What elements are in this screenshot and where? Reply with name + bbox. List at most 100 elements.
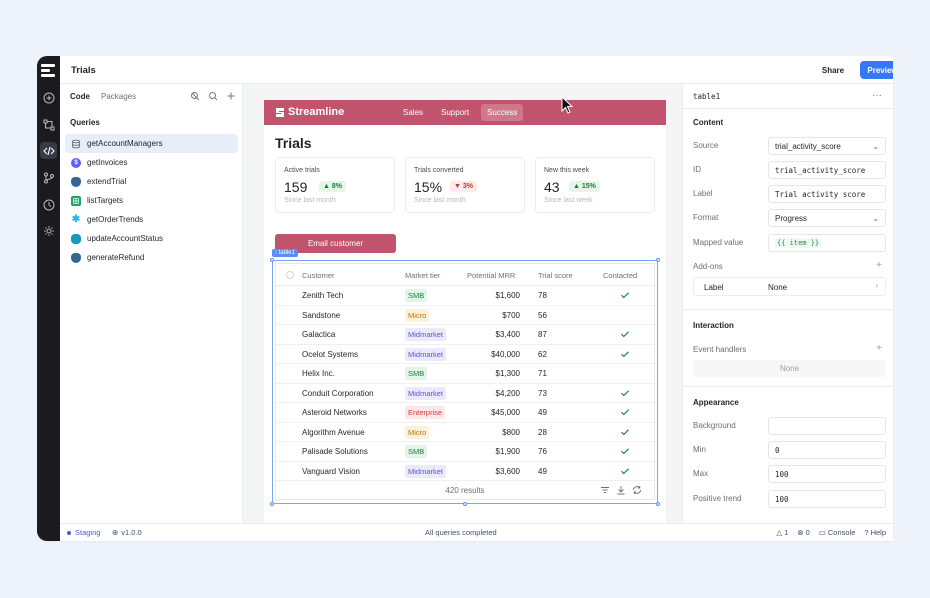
warning-icon: △ — [776, 528, 783, 537]
column-header[interactable]: Potential MRR — [467, 271, 516, 280]
stat-card[interactable]: Trials converted 15% ▼ 3% Since last mon… — [405, 157, 525, 213]
console-button[interactable]: ▭ Console — [818, 528, 856, 537]
share-button[interactable]: Share — [821, 65, 845, 75]
email-customer-button[interactable]: Email customer — [275, 234, 396, 253]
stat-card[interactable]: New this week 43 ▲ 15% Since last week — [535, 157, 655, 213]
format-select[interactable]: Progress ⌄ — [768, 209, 886, 227]
add-event-handler-icon[interactable]: + — [876, 343, 882, 354]
column-header[interactable]: Market tier — [405, 271, 441, 280]
table-row[interactable]: Sandstone Micro $700 56 — [276, 306, 654, 325]
error-icon: ⊗ — [797, 528, 804, 537]
inspector-panel: table1 ··· Content Source trial_activity… — [682, 84, 893, 523]
snowflake-icon: ✱ — [71, 214, 81, 225]
mrr-cell: $45,000 — [491, 408, 520, 417]
resize-handle[interactable] — [270, 258, 274, 262]
tab-code[interactable]: Code — [70, 92, 90, 101]
tier-badge: SMB — [405, 289, 428, 302]
filter-icon[interactable] — [190, 91, 200, 103]
customer-cell: Zenith Tech — [302, 291, 344, 300]
database-icon — [71, 139, 81, 149]
id-field[interactable]: trial_activity_score — [768, 161, 886, 179]
score-cell: 76 — [538, 447, 547, 456]
score-cell: 49 — [538, 466, 547, 476]
check-icon — [621, 292, 629, 299]
score-cell: 71 — [538, 369, 547, 378]
trend-badge: ▼ 3% — [450, 181, 477, 192]
score-cell: 28 — [538, 427, 547, 437]
select-all-checkbox[interactable] — [286, 271, 294, 279]
component-name[interactable]: table1 — [693, 92, 721, 101]
score-cell: 78 — [538, 291, 547, 300]
history-icon[interactable] — [40, 196, 57, 213]
environment-selector[interactable]: Staging — [67, 528, 100, 537]
add-addon-icon[interactable]: + — [876, 260, 882, 271]
errors-count[interactable]: ⊗ 0 — [797, 528, 810, 537]
resize-handle[interactable] — [656, 502, 660, 506]
table-row[interactable]: Ocelot Systems Midmarket $40,000 62 — [276, 345, 654, 364]
warnings-count[interactable]: △ 1 — [776, 528, 789, 537]
customer-cell: Vanguard Vision — [302, 466, 360, 476]
table-row[interactable]: Asteroid Networks Enterprise $45,000 49 — [276, 403, 654, 423]
download-icon[interactable] — [616, 485, 626, 497]
selection-tag[interactable]: ⁝ table1 — [272, 249, 298, 257]
more-options-icon[interactable]: ··· — [872, 90, 882, 101]
workflow-icon[interactable] — [40, 116, 57, 133]
resize-handle[interactable] — [656, 258, 660, 262]
code-icon[interactable] — [40, 142, 57, 159]
query-item[interactable]: listTargets — [65, 191, 238, 210]
column-header[interactable]: Contacted — [603, 271, 638, 280]
resize-handle[interactable] — [270, 502, 274, 506]
source-select[interactable]: trial_activity_score ⌄ — [768, 137, 886, 155]
console-icon: ▭ — [818, 528, 826, 537]
table-selection[interactable]: Customer Market tier Potential MRR Trial… — [270, 258, 660, 506]
brand: Streamline — [275, 106, 344, 118]
settings-icon[interactable] — [40, 222, 57, 239]
search-icon[interactable] — [208, 91, 218, 103]
min-field[interactable]: 0 — [768, 441, 886, 459]
addon-row[interactable]: Label None › — [693, 277, 886, 296]
query-item[interactable]: extendTrial — [65, 172, 238, 191]
version-selector[interactable]: ⊕ v1.0.0 — [112, 528, 142, 537]
label-field[interactable]: Trial activity score — [768, 185, 886, 203]
check-icon — [621, 389, 629, 396]
positive-trend-field[interactable]: 100 — [768, 490, 886, 508]
query-item[interactable]: getAccountManagers — [65, 134, 238, 153]
branch-icon[interactable] — [40, 169, 57, 186]
query-item[interactable]: ✱ getOrderTrends — [71, 214, 144, 225]
table-row[interactable]: Helix Inc. SMB $1,300 71 — [276, 364, 654, 384]
max-field[interactable]: 100 — [768, 465, 886, 483]
column-header[interactable]: Customer — [302, 271, 335, 280]
stat-card[interactable]: Active trials 159 ▲ 8% Since last month — [275, 157, 395, 213]
check-icon — [621, 467, 629, 474]
plus-circle-icon[interactable] — [40, 89, 57, 106]
customer-cell: Conduit Corporation — [302, 388, 374, 398]
nav-success[interactable]: Success — [481, 104, 524, 121]
query-item[interactable]: generateRefund — [65, 248, 238, 267]
nav-sales[interactable]: Sales — [403, 108, 424, 117]
salesforce-icon — [71, 233, 81, 244]
query-item[interactable]: updateAccountStatus — [65, 229, 238, 248]
table-row[interactable]: Vanguard Vision Midmarket $3,600 49 — [276, 462, 654, 481]
check-icon — [621, 331, 629, 338]
globe-icon: ⊕ — [112, 528, 119, 537]
check-icon — [621, 350, 629, 357]
column-header[interactable]: Trial score — [538, 271, 573, 280]
help-button[interactable]: ? Help — [864, 528, 886, 537]
background-field[interactable] — [768, 417, 886, 435]
tab-packages[interactable]: Packages — [101, 92, 137, 101]
add-query-icon[interactable] — [226, 91, 236, 103]
resize-handle[interactable] — [463, 502, 467, 506]
check-icon — [621, 448, 629, 455]
nav-support[interactable]: Support — [441, 108, 470, 117]
logo-icon[interactable] — [41, 64, 55, 78]
table-row[interactable]: Algorithm Avenue Micro $800 28 — [276, 423, 654, 442]
refresh-icon[interactable] — [632, 485, 642, 497]
table-row[interactable]: Palisade Solutions SMB $1,900 76 — [276, 442, 654, 462]
table-row[interactable]: Zenith Tech SMB $1,600 78 — [276, 286, 654, 306]
preview-button[interactable]: Preview — [860, 61, 893, 79]
table-row[interactable]: Conduit Corporation Midmarket $4,200 73 — [276, 384, 654, 403]
filter-icon[interactable] — [600, 485, 610, 497]
mapped-value-field[interactable]: {{ item }} — [768, 234, 886, 252]
table-row[interactable]: Galactica Midmarket $3,400 87 — [276, 325, 654, 345]
query-item[interactable]: $ getInvoices — [65, 153, 238, 172]
